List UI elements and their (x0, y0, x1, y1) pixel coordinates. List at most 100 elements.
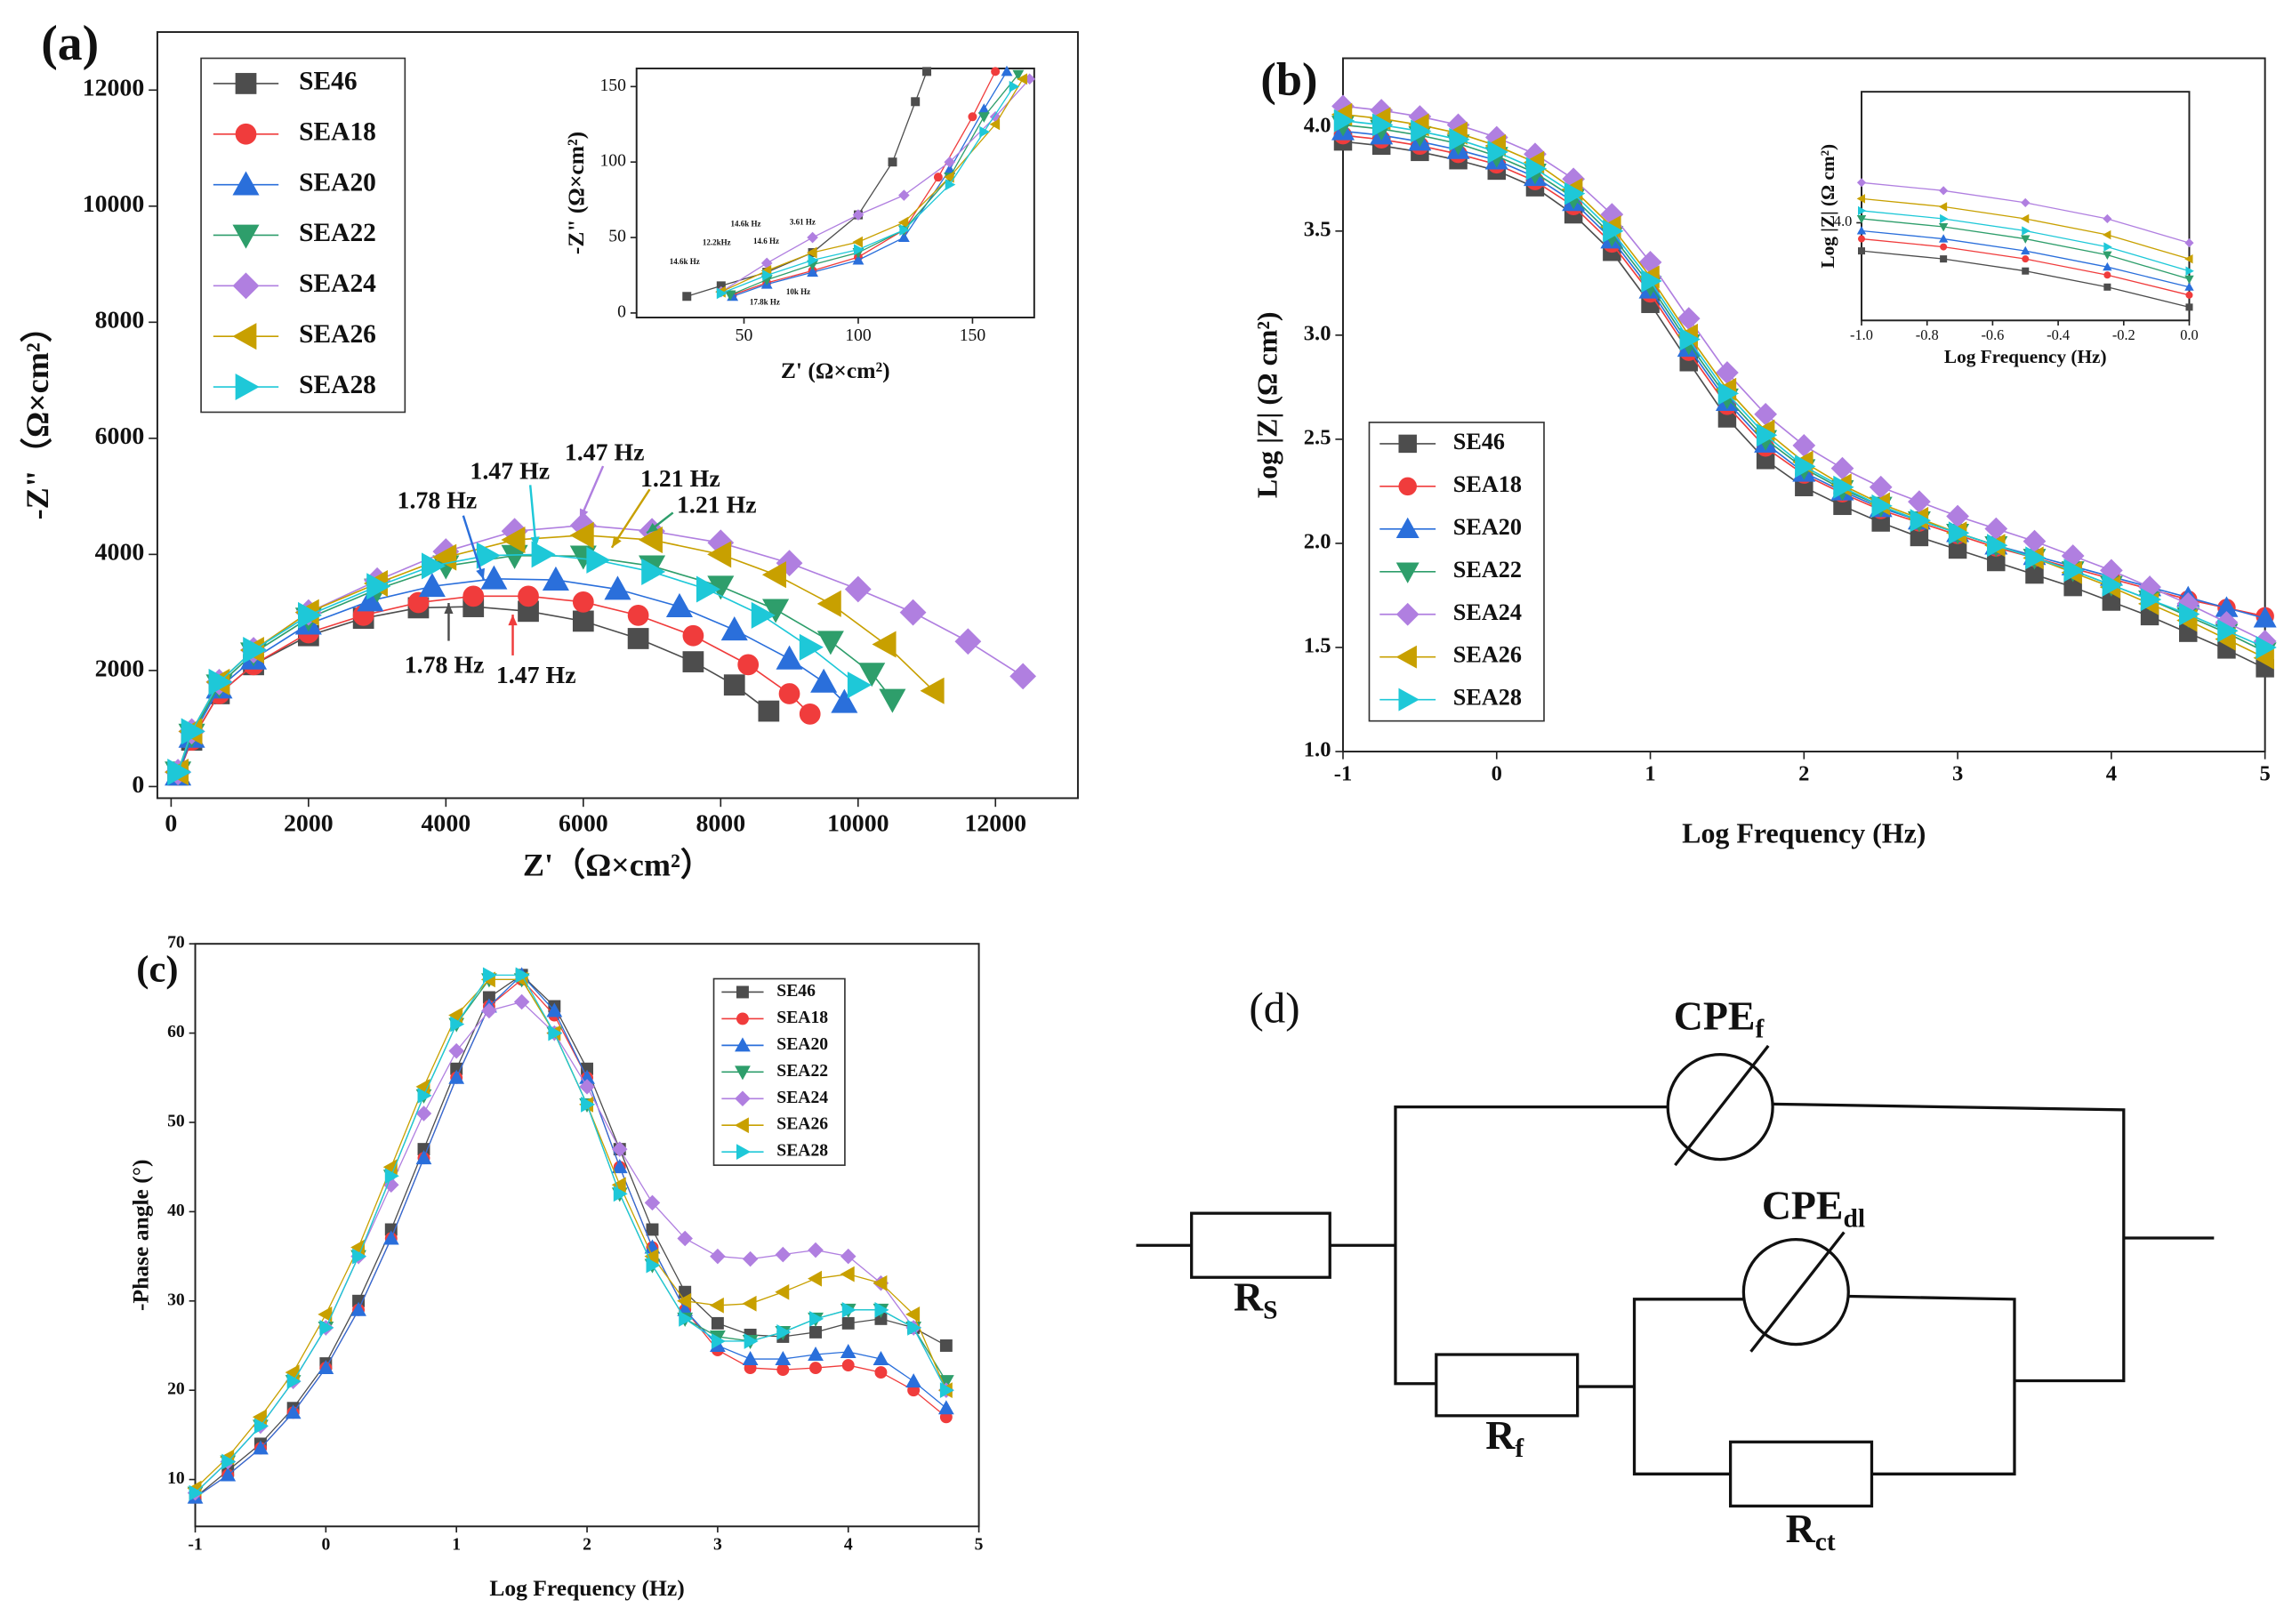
x-axis-label: Log Frequency (Hz) (1682, 817, 1926, 848)
x-axis-label: Z'（Ω×cm²） (523, 846, 712, 882)
marker (208, 668, 233, 695)
marker (872, 631, 897, 658)
wire (1848, 1294, 2016, 1475)
arrow-head (647, 522, 658, 534)
annotation: 1.21 Hz (640, 465, 720, 493)
arrow-head (579, 508, 589, 520)
marker (1938, 202, 1948, 212)
element-label: Rct (1786, 1505, 1836, 1556)
marker (384, 1168, 399, 1185)
element-name: R (1485, 1412, 1516, 1458)
marker (318, 1360, 334, 1375)
marker (415, 1105, 432, 1122)
marker (2103, 213, 2112, 224)
marker (2022, 255, 2030, 263)
marker (1641, 269, 1662, 293)
marker (2103, 261, 2112, 271)
legend-marker (235, 73, 257, 94)
marker (977, 112, 990, 123)
marker (954, 628, 982, 655)
annotation: 1.78 Hz (398, 486, 478, 514)
annotation: 14.6k Hz (731, 219, 761, 228)
annotation: 17.8k Hz (750, 298, 780, 307)
marker (366, 573, 391, 600)
y-tick-label: 70 (167, 933, 185, 953)
marker (627, 605, 649, 626)
marker (1371, 113, 1394, 137)
legend-marker (1395, 517, 1419, 539)
y-tick-label: 100 (599, 151, 626, 171)
y-tick-label: 12000 (83, 75, 145, 102)
marker (1009, 80, 1020, 92)
plot-frame (635, 67, 1035, 318)
marker (2021, 235, 2031, 244)
y-tick-label: 20 (167, 1379, 185, 1399)
marker (939, 1382, 954, 1399)
element-sub: S (1263, 1296, 1277, 1324)
x-tick-label: -0.8 (1916, 326, 1939, 343)
marker (480, 565, 508, 590)
marker (572, 591, 594, 613)
series-line (732, 71, 1008, 297)
legend-label: SEA20 (299, 168, 376, 197)
marker (922, 67, 932, 76)
marker (1017, 73, 1027, 85)
marker (2253, 607, 2277, 628)
marker (2021, 245, 2031, 255)
marker (1833, 475, 1854, 499)
legend-label: SEA18 (1453, 471, 1522, 497)
marker (586, 546, 611, 574)
legend-label: SEA20 (776, 1034, 828, 1054)
x-tick-label: -0.2 (2112, 326, 2135, 343)
legend-marker (1395, 562, 1419, 583)
marker (418, 573, 446, 598)
annotation-arrow (462, 515, 485, 581)
marker (646, 1223, 659, 1236)
marker (2184, 253, 2193, 264)
marker (807, 1270, 822, 1287)
y-tick-label: 40 (167, 1201, 185, 1220)
marker (167, 759, 192, 786)
marker (937, 1400, 954, 1415)
marker (1012, 69, 1025, 81)
chart: -1.0 -0.8 -0.6 -0.4 -0.2 0.0 4.0 Log Frequency … (1817, 91, 2199, 367)
marker (611, 1141, 628, 1157)
element-name: CPE (1762, 1182, 1844, 1227)
annotation: 1.47 Hz (565, 438, 645, 466)
marker (1487, 140, 1508, 164)
legend-label: SEA24 (776, 1088, 828, 1107)
marker (462, 585, 485, 607)
annotation: 10k Hz (786, 287, 810, 296)
marker (448, 1069, 465, 1084)
y-tick-label: 8000 (95, 307, 145, 334)
y-tick-label: 60 (167, 1022, 185, 1041)
cpe-dl (1741, 1238, 1850, 1347)
x-axis-label: Z' (Ω×cm²) (781, 358, 890, 383)
marker (807, 231, 818, 244)
element-sub: dl (1844, 1204, 1866, 1233)
marker (189, 1484, 204, 1501)
x-tick-label: 1 (1645, 762, 1655, 786)
chart: -1 0 1 2 3 4 5 1.0 1.5 2.0 2.5 3.0 3.5 4.0 Log Frequen… (1251, 54, 2277, 848)
marker (638, 527, 663, 554)
resistor-rs (1190, 1211, 1331, 1279)
marker (920, 677, 945, 704)
element-name: CPE (1674, 993, 1756, 1038)
annotation: 1.47 Hz (496, 662, 576, 689)
marker (513, 993, 530, 1010)
marker (1856, 214, 1867, 224)
circuit (1136, 1044, 2215, 1507)
marker (644, 1194, 661, 1211)
marker (542, 566, 569, 591)
element-name: R (1234, 1274, 1264, 1319)
wire (1773, 1102, 2126, 1383)
marker (1939, 186, 1949, 196)
marker (775, 1246, 792, 1263)
marker (758, 700, 780, 722)
element-label: Rf (1485, 1412, 1524, 1463)
marker (1856, 226, 1867, 235)
arrow-head (611, 535, 622, 548)
x-axis-label: Log Frequency (Hz) (489, 1575, 684, 1601)
marker (220, 1467, 237, 1482)
chart: -1 0 1 2 3 4 5 10 20 30 40 50 60 70 Log Frequency (Hz)… (127, 933, 983, 1601)
